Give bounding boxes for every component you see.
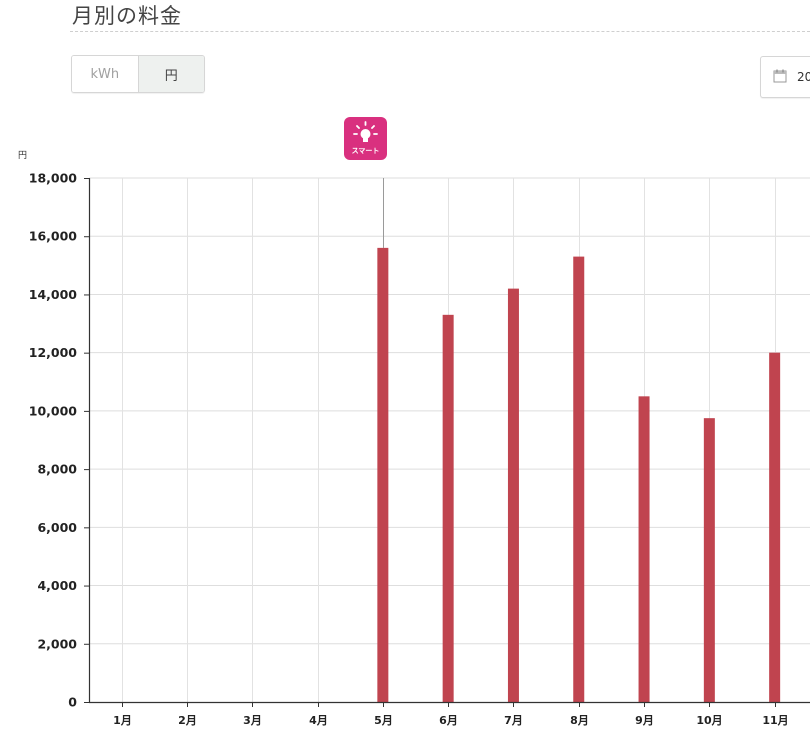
x-tick-label: 9月 bbox=[635, 714, 654, 727]
calendar-icon bbox=[773, 69, 787, 83]
bar-8月[interactable] bbox=[573, 256, 585, 702]
y-tick-label: 18,000 bbox=[29, 171, 78, 186]
bar-10月[interactable] bbox=[703, 418, 715, 702]
x-tick-label: 11月 bbox=[762, 714, 788, 727]
bar-11月[interactable] bbox=[769, 352, 781, 702]
x-tick-label: 7月 bbox=[504, 714, 523, 727]
x-tick-label: 8月 bbox=[570, 714, 589, 727]
bar-7月[interactable] bbox=[507, 288, 519, 702]
y-tick-label: 2,000 bbox=[37, 636, 77, 651]
x-tick-label: 4月 bbox=[309, 714, 328, 727]
x-tick-label: 2月 bbox=[178, 714, 197, 727]
y-tick-label: 0 bbox=[68, 695, 77, 710]
x-tick-label: 10月 bbox=[696, 714, 722, 727]
y-axis-unit: 円 bbox=[18, 151, 28, 161]
page-title: 月別の料金 bbox=[72, 4, 182, 28]
kwh-toggle-button[interactable]: kWh bbox=[72, 56, 139, 92]
bar-9月[interactable] bbox=[638, 396, 650, 702]
y-tick-label: 10,000 bbox=[29, 403, 78, 418]
x-tick-label: 5月 bbox=[374, 714, 393, 727]
x-tick-label: 3月 bbox=[243, 714, 262, 727]
smart-badge-label: スマート bbox=[351, 147, 380, 155]
yen-toggle-button[interactable]: 円 bbox=[138, 56, 204, 92]
x-tick-label: 1月 bbox=[113, 714, 132, 727]
y-tick-label: 12,000 bbox=[29, 345, 78, 360]
y-tick-label: 8,000 bbox=[37, 462, 77, 477]
date-picker-text: 20 bbox=[797, 70, 810, 84]
x-tick-label: 6月 bbox=[439, 714, 458, 727]
smart-meter-badge[interactable]: スマート bbox=[344, 117, 387, 160]
title-divider bbox=[70, 31, 810, 32]
y-tick-label: 14,000 bbox=[29, 287, 78, 302]
bar-5月[interactable] bbox=[377, 247, 389, 702]
date-picker-button[interactable]: 20 bbox=[760, 56, 810, 98]
lightbulb-icon bbox=[353, 121, 378, 142]
unit-toggle: kWh 円 bbox=[71, 55, 205, 93]
bar-6月[interactable] bbox=[442, 314, 454, 702]
y-tick-label: 16,000 bbox=[29, 229, 78, 244]
y-tick-label: 6,000 bbox=[37, 520, 77, 535]
y-tick-label: 4,000 bbox=[37, 578, 77, 593]
